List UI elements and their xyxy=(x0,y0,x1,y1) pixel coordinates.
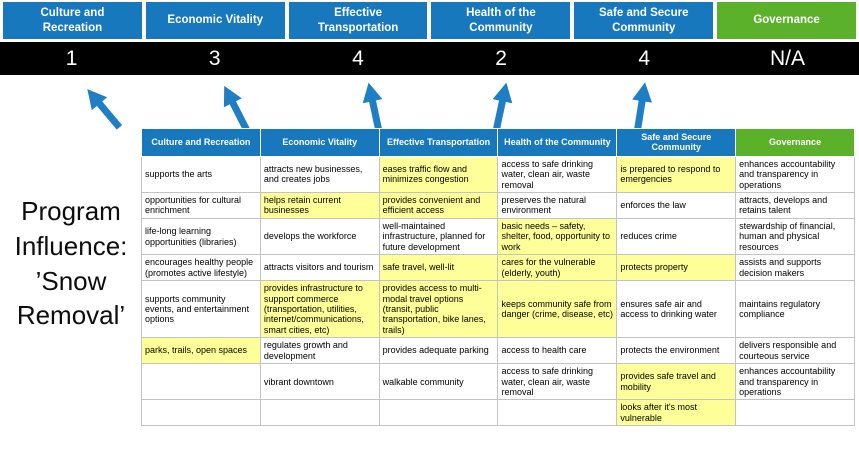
category-header: Economic Vitality xyxy=(145,2,285,39)
table-cell: vibrant downtown xyxy=(259,363,380,401)
table-cell: attracts, develops and retains talent xyxy=(735,192,855,219)
table-header-cell: Effective Transportation xyxy=(378,128,499,157)
table-cell: assists and supports decision makers xyxy=(735,254,855,282)
table-cell: access to safe drinking water, clean air… xyxy=(497,155,618,194)
table-cell: provides access to multi-modal travel op… xyxy=(378,280,499,339)
table-cell: provides convenient and efficient access xyxy=(378,192,499,219)
table-cell: safe travel, well-lit xyxy=(378,254,499,282)
table-cell: walkable community xyxy=(378,363,499,401)
table-row: encourages healthy people (promotes acti… xyxy=(141,254,855,282)
table-cell: enhances accountability and transparency… xyxy=(735,155,855,194)
table-cell xyxy=(259,399,380,427)
table-cell: provides infrastructure to support comme… xyxy=(259,280,380,339)
table-header-cell: Safe and Secure Community xyxy=(616,128,737,157)
table-cell: life-long learning opportunities (librar… xyxy=(141,217,261,256)
score-row: 1 3 4 2 4 N/A xyxy=(0,42,859,75)
table-cell: supports community events, and entertain… xyxy=(141,280,261,339)
table-cell: encourages healthy people (promotes acti… xyxy=(141,254,261,282)
program-influence-label: Program Influence: ’Snow Removal’ xyxy=(14,196,128,331)
table-cell: provides adequate parking xyxy=(378,337,499,365)
table-cell: ensures safe air and access to drinking … xyxy=(616,280,737,339)
table-cell: enhances accountability and transparency… xyxy=(735,363,855,401)
table-cell: enforces the law xyxy=(616,192,737,219)
category-header: Culture and Recreation xyxy=(3,2,142,39)
influence-table: Culture and Recreation Economic Vitality E… xyxy=(141,128,855,427)
table-row: looks after it's most vulnerable xyxy=(141,399,855,427)
table-row: opportunities for cultural enrichment hel… xyxy=(141,192,855,219)
table-cell: eases traffic flow and minimizes congest… xyxy=(378,155,499,194)
table-header-cell: Governance xyxy=(735,128,855,157)
table-header-cell: Culture and Recreation xyxy=(141,128,261,157)
score-value: 3 xyxy=(208,46,221,70)
table-cell xyxy=(378,399,499,427)
table-row: supports community events, and entertain… xyxy=(141,280,855,339)
table-cell: looks after it's most vulnerable xyxy=(616,399,737,427)
score-value: N/A xyxy=(769,46,805,70)
arrow-up-icon xyxy=(632,82,652,133)
table-cell: develops the workforce xyxy=(259,217,380,256)
arrow-up-icon xyxy=(87,89,123,130)
influence-table-head: Culture and Recreation Economic Vitality E… xyxy=(141,128,855,157)
table-cell: protects the environment xyxy=(616,337,737,365)
table-cell: keeps community safe from danger (crime,… xyxy=(497,280,618,339)
influence-table-body: supports the arts attracts new businesses… xyxy=(141,155,855,427)
table-cell: regulates growth and development xyxy=(259,337,380,365)
category-header-row: Culture and Recreation Economic Vitality E… xyxy=(3,2,856,39)
score-value: 4 xyxy=(352,46,364,70)
table-cell: stewardship of financial, human and phys… xyxy=(735,217,855,256)
table-cell xyxy=(141,363,261,401)
table-cell: basic needs – safety, shelter, food, opp… xyxy=(497,217,618,256)
table-header-cell: Economic Vitality xyxy=(259,128,380,157)
table-cell: protects property xyxy=(616,254,737,282)
table-cell: helps retain current businesses xyxy=(259,192,380,219)
table-cell xyxy=(735,399,855,427)
arrow-up-icon xyxy=(223,85,251,132)
table-cell xyxy=(141,399,261,427)
table-cell: parks, trails, open spaces xyxy=(141,337,261,365)
table-cell: maintains regulatory compliance xyxy=(735,280,855,339)
table-row: supports the arts attracts new businesses… xyxy=(141,155,855,194)
table-cell: provides safe travel and mobility xyxy=(616,363,737,401)
table-cell: preserves the natural environment xyxy=(497,192,618,219)
table-row: life-long learning opportunities (librar… xyxy=(141,217,855,256)
score-value: 2 xyxy=(495,46,507,70)
category-header: Effective Transportation xyxy=(288,2,428,39)
table-cell: delivers responsible and courteous servi… xyxy=(735,337,855,365)
category-header: Health of the Community xyxy=(431,2,571,39)
table-cell: attracts new businesses, and creates job… xyxy=(259,155,380,194)
table-cell: access to safe drinking water, clean air… xyxy=(497,363,618,401)
influence-table-header-row: Culture and Recreation Economic Vitality E… xyxy=(141,128,855,157)
table-cell: well-maintained infrastructure, planned … xyxy=(378,217,499,256)
table-cell: attracts visitors and tourism xyxy=(259,254,380,282)
arrow-up-icon xyxy=(492,82,513,133)
arrow-up-icon xyxy=(362,82,383,133)
table-header-cell: Health of the Community xyxy=(497,128,618,157)
table-cell: is prepared to respond to emergencies xyxy=(616,155,737,194)
table-row: parks, trails, open spaces regulates grow… xyxy=(141,337,855,365)
category-header: Safe and Secure Community xyxy=(574,2,714,39)
score-value: 4 xyxy=(638,46,651,70)
table-cell: reduces crime xyxy=(616,217,737,256)
table-cell: access to health care xyxy=(497,337,618,365)
table-cell: cares for the vulnerable (elderly, youth… xyxy=(497,254,618,282)
score-value: 1 xyxy=(65,46,78,70)
table-row: vibrant downtown walkable community access… xyxy=(141,363,855,401)
category-header: Governance xyxy=(717,2,856,39)
table-cell xyxy=(497,399,618,427)
table-cell: supports the arts xyxy=(141,155,261,194)
table-cell: opportunities for cultural enrichment xyxy=(141,192,261,219)
